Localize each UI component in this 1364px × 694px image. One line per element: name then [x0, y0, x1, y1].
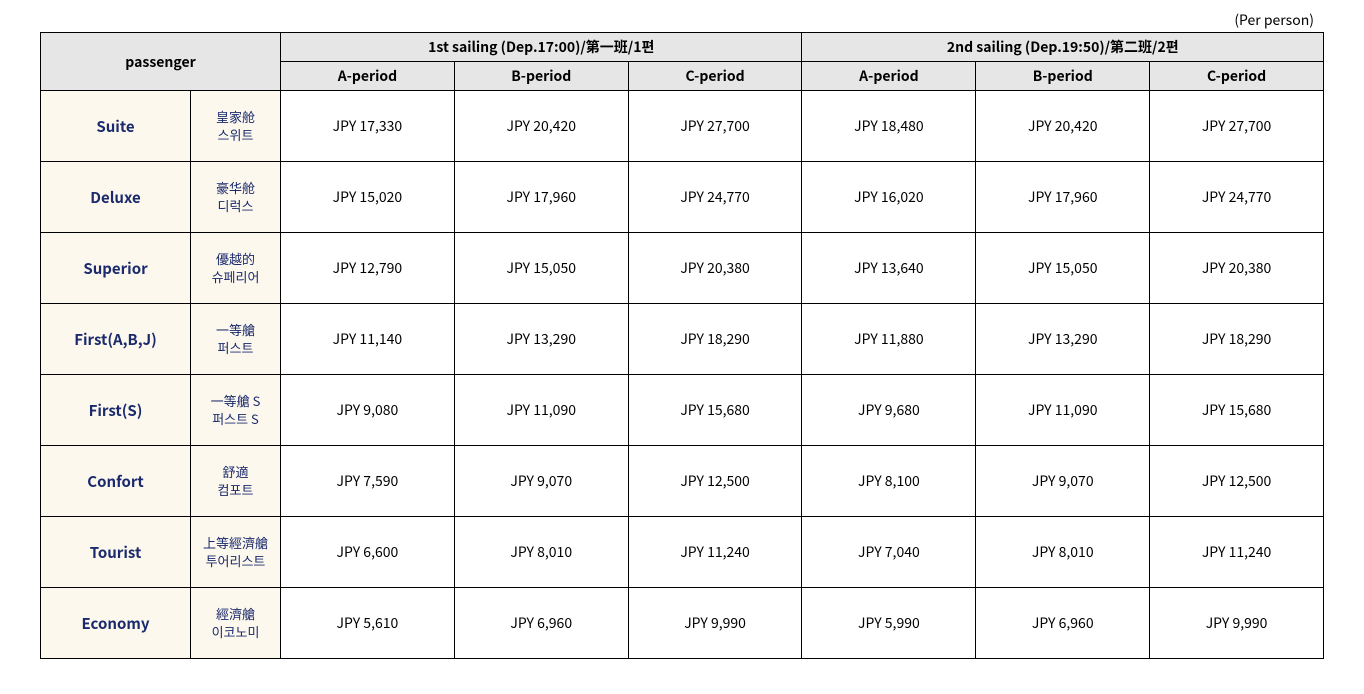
cabin-translation-kr: 디럭스 [197, 197, 274, 215]
cabin-translation-cn: 上等經濟艙 [197, 534, 274, 552]
table-row: Deluxe豪华舱디럭스JPY 15,020JPY 17,960JPY 24,7… [41, 162, 1324, 233]
price-cell: JPY 5,610 [281, 588, 455, 659]
table-row: Tourist上等經濟艙투어리스트JPY 6,600JPY 8,010JPY 1… [41, 517, 1324, 588]
cabin-translation-kr: 퍼스트 [197, 339, 274, 357]
price-cell: JPY 13,290 [976, 304, 1150, 375]
price-cell: JPY 9,080 [281, 375, 455, 446]
cabin-translation: 豪华舱디럭스 [191, 162, 281, 233]
price-cell: JPY 11,240 [628, 517, 802, 588]
table-row: Confort舒適컴포트JPY 7,590JPY 9,070JPY 12,500… [41, 446, 1324, 517]
price-cell: JPY 5,990 [802, 588, 976, 659]
price-cell: JPY 17,960 [976, 162, 1150, 233]
table-row: First(A,B,J)一等艙퍼스트JPY 11,140JPY 13,290JP… [41, 304, 1324, 375]
caption-per-person: (Per person) [40, 10, 1314, 30]
price-cell: JPY 20,380 [628, 233, 802, 304]
price-cell: JPY 27,700 [1150, 91, 1324, 162]
price-cell: JPY 15,020 [281, 162, 455, 233]
header-sailing-2: 2nd sailing (Dep.19:50)/第二班/2편 [802, 33, 1324, 62]
price-cell: JPY 8,010 [976, 517, 1150, 588]
price-cell: JPY 6,960 [454, 588, 628, 659]
cabin-translation-cn: 一等艙 [197, 321, 274, 339]
price-cell: JPY 6,600 [281, 517, 455, 588]
price-cell: JPY 24,770 [628, 162, 802, 233]
price-cell: JPY 24,770 [1150, 162, 1324, 233]
cabin-name: Tourist [41, 517, 191, 588]
price-cell: JPY 13,290 [454, 304, 628, 375]
price-cell: JPY 15,680 [628, 375, 802, 446]
price-cell: JPY 6,960 [976, 588, 1150, 659]
table-row: Superior優越的슈페리어JPY 12,790JPY 15,050JPY 2… [41, 233, 1324, 304]
price-cell: JPY 11,240 [1150, 517, 1324, 588]
cabin-name: Economy [41, 588, 191, 659]
price-cell: JPY 17,960 [454, 162, 628, 233]
cabin-name: First(A,B,J) [41, 304, 191, 375]
price-cell: JPY 11,090 [976, 375, 1150, 446]
header-period: A-period [802, 62, 976, 91]
table-row: Economy經濟艙이코노미JPY 5,610JPY 6,960JPY 9,99… [41, 588, 1324, 659]
cabin-translation-kr: 슈페리어 [197, 268, 274, 286]
cabin-translation-cn: 舒適 [197, 463, 274, 481]
cabin-name: Deluxe [41, 162, 191, 233]
cabin-translation: 上等經濟艙투어리스트 [191, 517, 281, 588]
cabin-translation-kr: 컴포트 [197, 481, 274, 499]
price-cell: JPY 17,330 [281, 91, 455, 162]
cabin-translation-cn: 經濟艙 [197, 605, 274, 623]
price-cell: JPY 8,010 [454, 517, 628, 588]
cabin-translation: 皇家舱스위트 [191, 91, 281, 162]
price-cell: JPY 18,290 [628, 304, 802, 375]
header-period: B-period [976, 62, 1150, 91]
price-cell: JPY 18,290 [1150, 304, 1324, 375]
price-cell: JPY 9,070 [454, 446, 628, 517]
cabin-translation: 經濟艙이코노미 [191, 588, 281, 659]
cabin-translation-kr: 스위트 [197, 126, 274, 144]
price-cell: JPY 7,040 [802, 517, 976, 588]
price-cell: JPY 11,880 [802, 304, 976, 375]
price-cell: JPY 9,680 [802, 375, 976, 446]
header-period: C-period [628, 62, 802, 91]
cabin-name: Suite [41, 91, 191, 162]
fare-table: passenger 1st sailing (Dep.17:00)/第一班/1편… [40, 32, 1324, 659]
cabin-translation-kr: 이코노미 [197, 623, 274, 641]
price-cell: JPY 13,640 [802, 233, 976, 304]
price-cell: JPY 20,380 [1150, 233, 1324, 304]
price-cell: JPY 8,100 [802, 446, 976, 517]
price-cell: JPY 9,990 [1150, 588, 1324, 659]
cabin-translation-cn: 皇家舱 [197, 108, 274, 126]
cabin-translation-kr: 퍼스트 S [197, 410, 274, 428]
price-cell: JPY 15,680 [1150, 375, 1324, 446]
cabin-name: Superior [41, 233, 191, 304]
table-row: Suite皇家舱스위트JPY 17,330JPY 20,420JPY 27,70… [41, 91, 1324, 162]
cabin-translation: 舒適컴포트 [191, 446, 281, 517]
header-period: C-period [1150, 62, 1324, 91]
cabin-translation-cn: 一等艙 S [197, 392, 274, 410]
header-sailing-1: 1st sailing (Dep.17:00)/第一班/1편 [281, 33, 802, 62]
price-cell: JPY 9,070 [976, 446, 1150, 517]
price-cell: JPY 11,140 [281, 304, 455, 375]
price-cell: JPY 12,790 [281, 233, 455, 304]
price-cell: JPY 15,050 [454, 233, 628, 304]
price-cell: JPY 11,090 [454, 375, 628, 446]
cabin-translation: 一等艙 S퍼스트 S [191, 375, 281, 446]
price-cell: JPY 16,020 [802, 162, 976, 233]
table-row: First(S)一等艙 S퍼스트 SJPY 9,080JPY 11,090JPY… [41, 375, 1324, 446]
price-cell: JPY 12,500 [628, 446, 802, 517]
cabin-translation-cn: 豪华舱 [197, 179, 274, 197]
price-cell: JPY 7,590 [281, 446, 455, 517]
cabin-translation-kr: 투어리스트 [197, 552, 274, 570]
cabin-name: Confort [41, 446, 191, 517]
price-cell: JPY 27,700 [628, 91, 802, 162]
price-cell: JPY 15,050 [976, 233, 1150, 304]
header-passenger: passenger [41, 33, 281, 91]
cabin-translation-cn: 優越的 [197, 250, 274, 268]
price-cell: JPY 9,990 [628, 588, 802, 659]
cabin-translation: 優越的슈페리어 [191, 233, 281, 304]
price-cell: JPY 18,480 [802, 91, 976, 162]
cabin-translation: 一等艙퍼스트 [191, 304, 281, 375]
header-period: A-period [281, 62, 455, 91]
price-cell: JPY 20,420 [454, 91, 628, 162]
cabin-name: First(S) [41, 375, 191, 446]
header-period: B-period [454, 62, 628, 91]
price-cell: JPY 20,420 [976, 91, 1150, 162]
price-cell: JPY 12,500 [1150, 446, 1324, 517]
